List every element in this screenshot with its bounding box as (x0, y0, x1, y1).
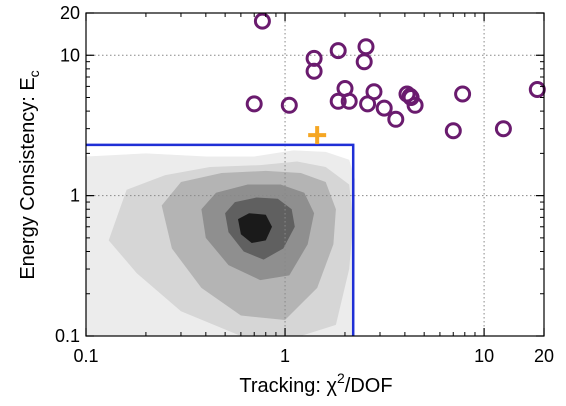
y-tick-label: 1 (70, 186, 80, 206)
x-tick-label: 1 (280, 346, 290, 366)
data-point (280, 96, 298, 114)
y-tick-label: 20 (60, 3, 80, 23)
data-point (329, 92, 347, 110)
data-points (245, 12, 546, 140)
y-axis-label: Energy Consistency: Ec (17, 70, 42, 279)
data-point (375, 99, 393, 117)
plot-frame (85, 12, 545, 337)
y-tick-label: 0.1 (55, 326, 80, 346)
data-point (365, 83, 383, 101)
special-marker-layer (308, 126, 327, 145)
selection-box-layer (86, 143, 355, 336)
data-point (245, 95, 263, 113)
x-tick-label: 0.1 (73, 346, 98, 366)
grid-lines (86, 13, 544, 336)
data-point (340, 92, 358, 110)
density-contours (86, 150, 356, 336)
x-tick-label: 20 (534, 346, 554, 366)
data-point (494, 120, 512, 138)
x-axis-ticks: 0.1 1 10 20 (73, 13, 554, 366)
y-tick-label: 10 (60, 45, 80, 65)
data-point (329, 42, 347, 60)
x-axis-label: Tracking: χ2/DOF (239, 370, 392, 397)
data-point (444, 122, 462, 140)
data-point (387, 110, 405, 128)
x-tick-label: 10 (474, 346, 494, 366)
data-point (454, 85, 472, 103)
data-point (305, 62, 323, 80)
y-axis-ticks: 0.1 1 10 20 (55, 3, 544, 346)
contour-level-6 (238, 213, 272, 243)
data-point (355, 53, 373, 71)
data-point (406, 96, 424, 114)
data-point (253, 12, 271, 30)
selection-box (86, 143, 355, 336)
